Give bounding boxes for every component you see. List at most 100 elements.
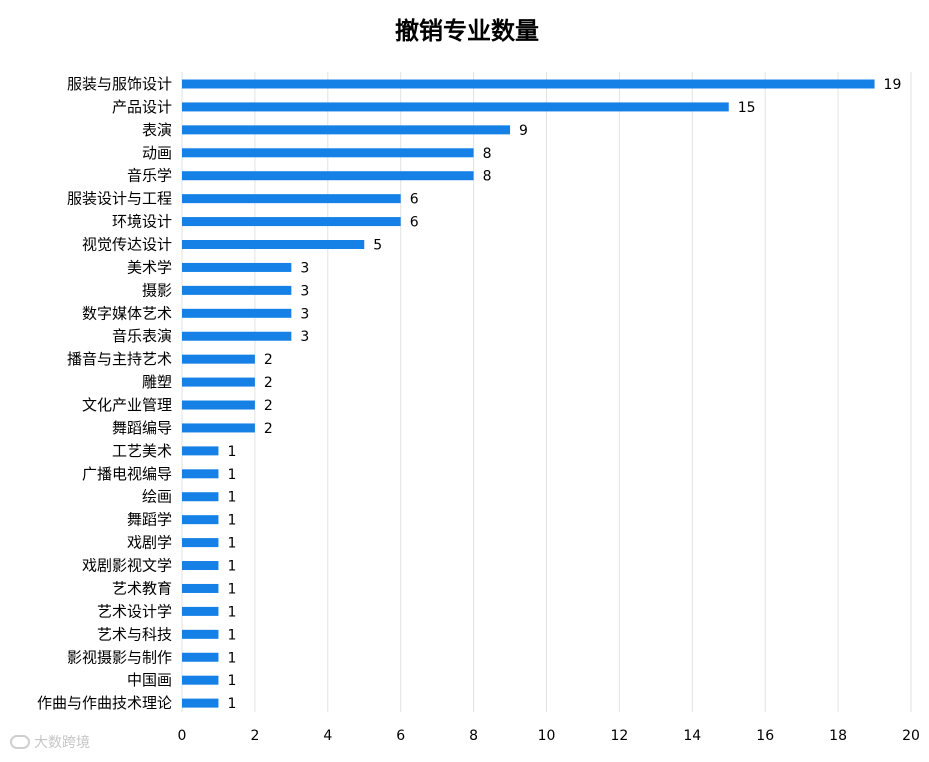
category-label: 服装设计与工程 (67, 190, 172, 208)
data-label: 2 (264, 421, 273, 437)
category-label: 动画 (142, 144, 172, 162)
bar (182, 583, 219, 593)
category-label: 影视摄影与制作 (67, 648, 172, 666)
category-label: 音乐表演 (112, 327, 172, 345)
data-label: 1 (227, 581, 236, 597)
bar (182, 446, 219, 456)
category-label: 环境设计 (112, 213, 172, 231)
category-label: 艺术与科技 (97, 625, 172, 643)
data-label: 1 (227, 696, 236, 712)
category-label: 戏剧影视文学 (82, 557, 172, 575)
data-label: 1 (227, 536, 236, 552)
category-label: 音乐学 (127, 167, 172, 185)
x-tick-label: 12 (610, 728, 628, 744)
data-label: 2 (264, 375, 273, 391)
bar (182, 629, 219, 639)
watermark: 大数跨境 (10, 732, 90, 752)
bar (182, 354, 255, 364)
data-label: 1 (227, 604, 236, 620)
x-tick-label: 20 (902, 728, 920, 744)
watermark-text: 大数跨境 (34, 735, 90, 751)
bar (182, 423, 255, 433)
data-label: 1 (227, 650, 236, 666)
category-label: 雕塑 (142, 373, 172, 391)
category-label: 视觉传达设计 (82, 236, 172, 254)
data-label: 3 (300, 329, 309, 345)
category-label: 产品设计 (112, 98, 172, 116)
category-label: 表演 (142, 121, 172, 139)
bar-layer (182, 79, 875, 708)
x-tick-label: 16 (756, 728, 774, 744)
bar (182, 538, 219, 548)
grid-layer (181, 72, 912, 712)
category-label: 服装与服饰设计 (67, 75, 172, 93)
category-labels: 服装与服饰设计产品设计表演动画音乐学服装设计与工程环境设计视觉传达设计美术学摄影… (37, 75, 172, 712)
bar (182, 561, 219, 571)
x-tick-label: 10 (538, 728, 556, 744)
bar (182, 331, 292, 341)
bar (182, 125, 511, 135)
category-label: 广播电视编导 (82, 465, 172, 483)
category-label: 文化产业管理 (82, 396, 172, 414)
x-tick-label: 14 (683, 728, 701, 744)
chat-bubble-icon (10, 735, 30, 749)
data-label: 6 (410, 192, 419, 208)
bar (182, 262, 292, 272)
data-label: 2 (264, 352, 273, 368)
bar (182, 377, 255, 387)
x-tick-label: 6 (396, 728, 405, 744)
bar (182, 606, 219, 616)
bar (182, 79, 875, 89)
category-label: 美术学 (127, 258, 172, 276)
category-label: 数字媒体艺术 (82, 304, 172, 322)
bar (182, 492, 219, 502)
bar (182, 308, 292, 318)
category-label: 艺术教育 (112, 579, 172, 597)
data-label: 1 (227, 467, 236, 483)
category-label: 播音与主持艺术 (67, 350, 172, 368)
bar (182, 675, 219, 685)
data-label: 6 (410, 215, 419, 231)
data-label: 5 (373, 238, 382, 254)
data-label: 1 (227, 490, 236, 506)
data-label: 19 (884, 77, 902, 93)
bar (182, 469, 219, 479)
data-label: 8 (483, 146, 492, 162)
bar (182, 698, 219, 708)
category-label: 绘画 (142, 488, 172, 506)
x-tick-label: 2 (250, 728, 259, 744)
data-label: 1 (227, 559, 236, 575)
x-tick-label: 4 (323, 728, 332, 744)
data-labels: 19 15 9 8 8 6 6 5 3 3 3 3 2 2 2 2 1 1 1 1 1 1 1 1 1 1 1 1 (227, 77, 901, 712)
data-label: 2 (264, 398, 273, 414)
x-axis-ticks: 0 2 4 6 8 10 12 14 16 18 20 (178, 728, 920, 744)
category-label: 作曲与作曲技术理论 (37, 694, 172, 712)
bar (182, 285, 292, 295)
bar (182, 217, 401, 227)
category-label: 艺术设计学 (97, 602, 172, 620)
x-tick-label: 0 (178, 728, 187, 744)
data-label: 1 (227, 444, 236, 460)
bar (182, 171, 474, 181)
chart-title: 撤销专业数量 (395, 16, 539, 45)
category-label: 舞蹈编导 (112, 419, 172, 437)
category-label: 舞蹈学 (127, 511, 172, 529)
data-label: 3 (300, 283, 309, 299)
bar (182, 194, 401, 204)
category-label: 戏剧学 (127, 534, 172, 552)
bar (182, 240, 365, 250)
bar (182, 652, 219, 662)
data-label: 8 (483, 169, 492, 185)
bar (182, 515, 219, 525)
data-label: 3 (300, 260, 309, 276)
bar (182, 400, 255, 410)
data-label: 3 (300, 306, 309, 322)
bar (182, 148, 474, 158)
data-label: 15 (738, 100, 756, 116)
data-label: 9 (519, 123, 528, 139)
category-label: 中国画 (127, 671, 172, 689)
data-label: 1 (227, 627, 236, 643)
category-label: 摄影 (142, 281, 172, 299)
bar (182, 102, 729, 112)
